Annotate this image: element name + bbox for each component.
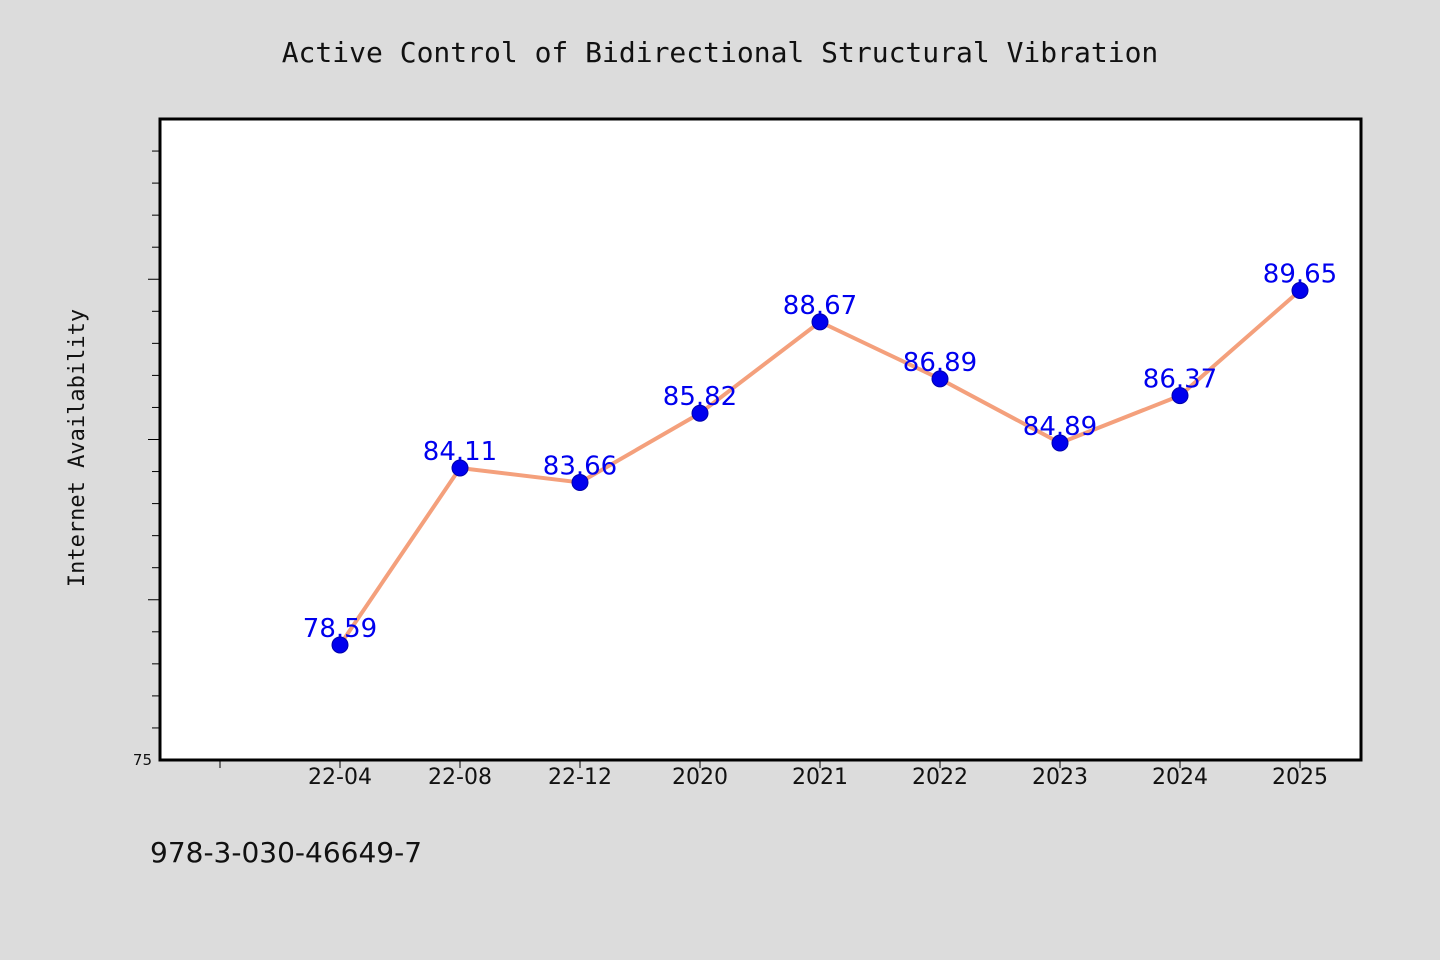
y-axis-label: Internet Availability <box>65 309 90 587</box>
data-label: 84.11 <box>423 437 497 467</box>
data-label: 78.59 <box>303 614 377 644</box>
x-tick-label: 2021 <box>792 765 848 790</box>
x-tick-label: 22-12 <box>548 765 612 790</box>
data-label: 83.66 <box>543 451 617 481</box>
x-tick-label: 2023 <box>1032 765 1088 790</box>
chart-title: Active Control of Bidirectional Structur… <box>282 36 1159 69</box>
data-point <box>451 459 469 477</box>
y-tick-label: 75 <box>133 751 152 769</box>
data-point <box>1051 434 1069 452</box>
data-point <box>931 370 949 388</box>
data-label-layer: 78.59 84.11 83.66 85.82 88.67 86.89 84.89 86.37… <box>303 259 1337 643</box>
data-label: 89.65 <box>1263 259 1337 289</box>
data-point <box>571 473 589 491</box>
data-label: 86.37 <box>1143 365 1217 395</box>
footer-identifier: 978-3-030-46649-7 <box>150 836 422 869</box>
data-label: 88.67 <box>783 291 857 321</box>
x-tick-label: 22-04 <box>308 765 372 790</box>
x-tick-label: 2022 <box>912 765 968 790</box>
data-point <box>811 313 829 331</box>
data-label: 84.89 <box>1023 412 1097 442</box>
x-tick-label: 2020 <box>672 765 728 790</box>
data-point <box>691 404 709 422</box>
y-axis-ticks: 75 <box>133 150 160 769</box>
x-tick-label: 2024 <box>1152 765 1208 790</box>
x-axis-ticks: 22-04 22-08 22-12 2020 2021 2022 2023 2024 2025 <box>219 760 1328 790</box>
plot-area <box>158 117 1363 762</box>
data-point <box>331 636 349 654</box>
x-tick-label: 2025 <box>1272 765 1328 790</box>
series-layer <box>331 281 1309 654</box>
data-label: 86.89 <box>903 348 977 378</box>
data-point <box>1171 387 1189 405</box>
data-point <box>1291 281 1309 299</box>
x-tick-label: 22-08 <box>428 765 492 790</box>
data-label: 85.82 <box>663 382 737 412</box>
